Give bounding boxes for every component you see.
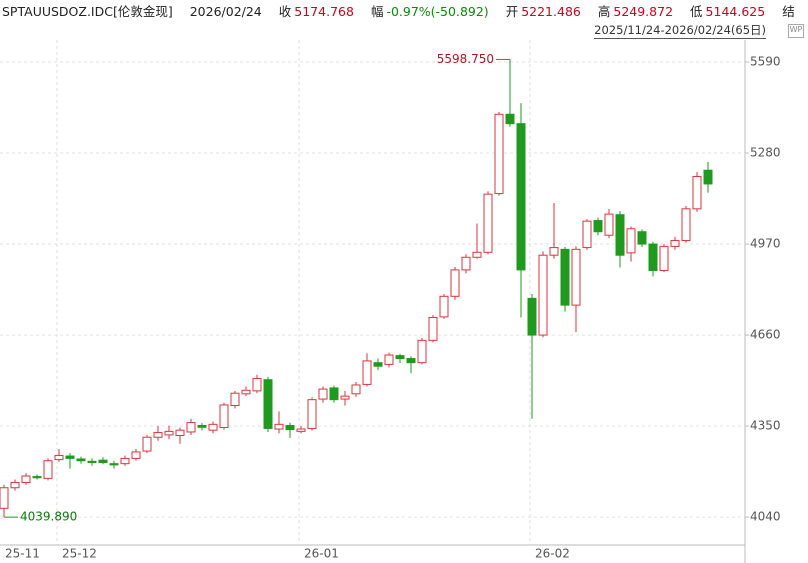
candle-body: [252, 378, 262, 392]
field-label: 开: [505, 4, 519, 19]
x-tick-label: 26-02: [535, 547, 570, 561]
candle-body: [153, 432, 163, 438]
y-tick-label: 4350: [750, 419, 781, 433]
candle-body: [472, 251, 482, 258]
candle-body: [560, 248, 570, 306]
candle-body: [417, 339, 427, 364]
date: 2026/02/24: [189, 4, 262, 19]
candle-body: [0, 487, 9, 509]
candle-body: [263, 379, 273, 429]
field-value: 5144.625: [705, 4, 766, 19]
candle-body: [659, 245, 669, 271]
candle-body: [98, 459, 108, 463]
candle-body: [175, 429, 185, 436]
candle-body: [120, 457, 130, 465]
candle-body: [373, 362, 383, 367]
field-label: 幅: [370, 4, 384, 19]
candle-body: [626, 228, 636, 254]
y-tick-label: 4970: [750, 237, 781, 251]
candle-body: [274, 423, 284, 430]
candle-body: [318, 388, 328, 400]
field-value: -0.97%(-50.892): [386, 4, 489, 19]
candle-body: [703, 169, 713, 185]
candle-body: [648, 243, 658, 271]
field-label: 结: [782, 4, 795, 19]
x-tick-label: 25-12: [62, 547, 97, 561]
candle-body: [10, 481, 20, 489]
annotation: 4039.890: [20, 510, 77, 524]
candle-body: [439, 295, 449, 318]
candle-body: [109, 463, 119, 466]
candle-body: [571, 248, 581, 306]
field-value: 5221.486: [521, 4, 581, 19]
candle-body: [329, 387, 339, 401]
candle-body: [406, 358, 416, 364]
candle-body: [219, 404, 229, 429]
candle-body: [593, 220, 603, 233]
candle-body: [285, 425, 295, 431]
candle-body: [65, 455, 75, 459]
y-tick-label: 5280: [750, 146, 781, 160]
candle-body: [32, 476, 42, 479]
candle-body: [450, 269, 460, 297]
candle-body: [395, 355, 405, 360]
candle-body: [384, 354, 394, 365]
title: SPTAUUSDOZ.IDC[伦敦金现]: [2, 4, 173, 19]
field-value: 5174.768: [294, 4, 354, 19]
candle-body: [692, 176, 702, 210]
x-tick-label: 26-01: [304, 547, 339, 561]
candle-body: [21, 475, 31, 483]
candle-body: [637, 231, 647, 245]
candle-body: [549, 247, 559, 256]
candle-body: [142, 436, 152, 452]
x-tick-label: 25-11: [5, 547, 40, 561]
candle-body: [197, 425, 207, 428]
candle-body: [615, 214, 625, 256]
candle-body: [76, 458, 86, 462]
candle-body: [131, 451, 141, 459]
candle-body: [505, 113, 515, 125]
candle-body: [208, 423, 218, 431]
candle-body: [670, 240, 680, 247]
candle-body: [516, 123, 526, 271]
candle-body: [494, 113, 504, 195]
candle-body: [87, 460, 97, 463]
candle-body: [538, 254, 548, 336]
candle-body: [54, 454, 64, 461]
y-tick-label: 4660: [750, 328, 781, 342]
y-tick-label: 4040: [750, 510, 781, 524]
field-label: 收: [278, 4, 292, 19]
candle-body: [230, 392, 240, 407]
candle-body: [461, 256, 471, 271]
candle-body: [527, 297, 537, 336]
candle-body: [164, 430, 174, 436]
candle-body: [483, 193, 493, 253]
candle-body: [604, 213, 614, 236]
y-tick-label: 5590: [750, 55, 781, 69]
candle-body: [428, 316, 438, 341]
field-value: 5249.872: [613, 4, 674, 19]
candle-body: [582, 220, 592, 249]
candle-body: [340, 395, 350, 400]
icon[interactable]: WP: [788, 24, 804, 38]
date-range[interactable]: 2025/11/24-2026/02/24(65日): [594, 23, 766, 39]
annotation: 5598.750: [437, 52, 494, 66]
candle-body: [186, 422, 196, 433]
candle-body: [296, 428, 306, 432]
field-label: 高: [597, 4, 611, 19]
candle-body: [307, 399, 317, 429]
candle-body: [681, 208, 691, 242]
candle-body: [241, 389, 251, 395]
header: SPTAUUSDOZ.IDC[伦敦金现] 2026/02/24 收 5174.768 幅…: [2, 1, 798, 20]
candle-body: [43, 460, 53, 479]
candle-body: [362, 360, 372, 385]
candle-body: [351, 384, 361, 395]
field-label: 低: [690, 4, 703, 19]
